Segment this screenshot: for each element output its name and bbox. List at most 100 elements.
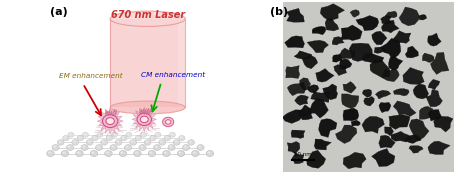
Ellipse shape [102,115,118,128]
Polygon shape [364,97,374,106]
Ellipse shape [169,132,175,137]
Ellipse shape [165,120,171,124]
Ellipse shape [63,136,69,141]
Ellipse shape [173,140,180,145]
Ellipse shape [126,146,128,148]
Polygon shape [405,46,419,58]
Ellipse shape [97,132,103,137]
Ellipse shape [164,151,167,153]
Ellipse shape [179,151,181,153]
Ellipse shape [171,133,173,135]
Ellipse shape [119,151,127,157]
Ellipse shape [151,136,153,138]
Polygon shape [393,31,411,43]
Ellipse shape [77,151,80,153]
Polygon shape [307,150,326,168]
Ellipse shape [106,136,112,141]
Text: CM enhancement: CM enhancement [141,72,205,78]
Polygon shape [372,31,387,45]
Ellipse shape [193,151,196,153]
Ellipse shape [73,141,75,142]
Polygon shape [314,139,331,150]
Polygon shape [283,110,308,123]
Polygon shape [351,120,360,126]
Polygon shape [428,79,440,90]
Polygon shape [132,107,156,132]
Text: (b): (b) [270,7,288,17]
Polygon shape [308,98,328,118]
Ellipse shape [184,146,186,148]
Ellipse shape [110,101,185,114]
Ellipse shape [102,141,104,142]
Polygon shape [110,19,185,108]
Ellipse shape [48,151,51,153]
Polygon shape [287,141,300,154]
Polygon shape [428,109,441,121]
Ellipse shape [91,136,98,141]
Polygon shape [343,108,359,121]
Polygon shape [286,8,304,22]
Ellipse shape [140,146,143,148]
Polygon shape [370,60,390,77]
Ellipse shape [163,117,173,127]
Ellipse shape [144,140,151,145]
Ellipse shape [120,151,123,153]
Ellipse shape [86,140,93,145]
Ellipse shape [68,132,74,137]
Ellipse shape [93,136,95,138]
Ellipse shape [76,151,83,157]
Polygon shape [428,33,441,46]
Ellipse shape [140,116,148,123]
Polygon shape [381,38,401,59]
Polygon shape [343,152,366,169]
Polygon shape [382,68,399,82]
Polygon shape [375,90,391,99]
Ellipse shape [72,140,79,145]
Polygon shape [389,56,403,70]
Ellipse shape [97,146,100,148]
Ellipse shape [101,140,108,145]
Ellipse shape [163,151,170,157]
Polygon shape [341,25,362,41]
Ellipse shape [106,118,114,125]
Polygon shape [382,20,399,33]
Ellipse shape [105,151,112,157]
Ellipse shape [146,141,148,142]
Ellipse shape [174,141,177,142]
Ellipse shape [136,136,138,138]
Ellipse shape [154,145,161,151]
Ellipse shape [112,133,115,135]
Polygon shape [178,19,185,108]
Ellipse shape [90,151,98,157]
Ellipse shape [137,113,152,126]
Ellipse shape [188,140,194,145]
Ellipse shape [206,151,214,157]
Polygon shape [409,146,423,153]
Ellipse shape [177,151,185,157]
Ellipse shape [59,141,61,142]
Polygon shape [389,114,410,129]
Polygon shape [291,130,305,138]
Polygon shape [385,11,397,18]
Polygon shape [409,119,429,140]
Ellipse shape [88,141,90,142]
Polygon shape [393,89,409,96]
Polygon shape [379,135,395,148]
Polygon shape [381,15,392,24]
Ellipse shape [122,136,124,138]
Polygon shape [334,65,346,76]
Ellipse shape [125,145,132,151]
Ellipse shape [54,146,56,148]
Ellipse shape [156,133,158,135]
Ellipse shape [179,136,185,141]
Polygon shape [336,125,357,144]
Ellipse shape [82,132,89,137]
Polygon shape [413,84,428,99]
Polygon shape [374,47,386,53]
Ellipse shape [134,151,141,157]
Polygon shape [299,105,312,120]
Ellipse shape [68,146,71,148]
Ellipse shape [142,133,144,135]
Polygon shape [391,131,411,142]
Ellipse shape [191,151,199,157]
